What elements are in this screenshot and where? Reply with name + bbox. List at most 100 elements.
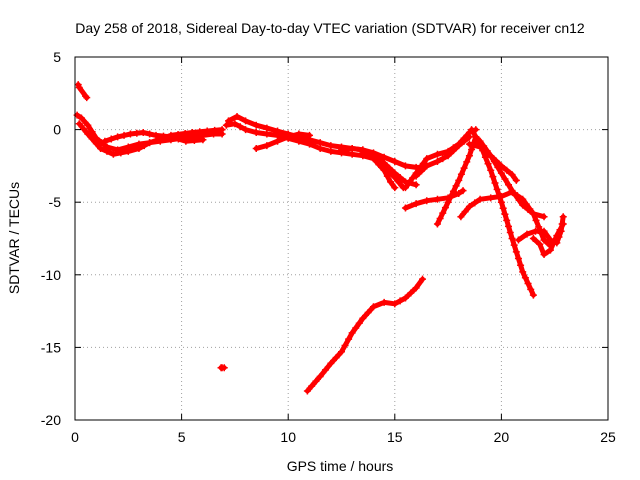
data-point: [439, 209, 447, 217]
data-point: [181, 129, 189, 137]
data-point: [364, 309, 372, 317]
data-point: [114, 133, 122, 141]
data-point: [546, 246, 554, 254]
data-point: [529, 210, 537, 218]
data-point: [345, 335, 353, 343]
series-band: [403, 127, 479, 191]
data-point: [455, 176, 463, 184]
data-point: [524, 280, 532, 288]
data-point: [308, 382, 316, 390]
data-point: [529, 235, 537, 242]
y-tick-label: -5: [49, 194, 62, 210]
data-point: [385, 164, 393, 172]
data-point: [167, 133, 175, 141]
data-point: [327, 147, 335, 155]
data-point: [476, 195, 484, 203]
data-point: [513, 192, 521, 200]
data-point: [465, 203, 473, 211]
data-point: [412, 200, 420, 208]
data-point: [327, 359, 335, 367]
data-point: [348, 329, 356, 337]
data-point: [517, 261, 525, 269]
series-arc-mid-c: [252, 130, 314, 152]
data-point: [423, 162, 431, 170]
data-point: [222, 121, 230, 129]
series-arc-up-c: [412, 133, 473, 180]
series-isolated: [217, 364, 228, 372]
data-point: [460, 137, 468, 145]
data-point: [461, 208, 469, 216]
data-point: [103, 147, 111, 155]
data-point: [472, 133, 480, 141]
data-point: [383, 172, 391, 180]
data-point: [252, 129, 260, 137]
data-point: [101, 137, 109, 145]
series-arc-low: [303, 275, 427, 395]
data-point: [380, 159, 388, 167]
series-arc-late-c: [529, 220, 567, 258]
y-tick-label: -20: [41, 412, 61, 428]
data-point: [391, 300, 399, 308]
data-point: [465, 133, 473, 141]
data-point: [433, 158, 441, 166]
data-point: [242, 117, 250, 125]
data-point: [405, 179, 413, 187]
data-point: [401, 184, 409, 192]
data-point: [532, 216, 540, 224]
data-point: [124, 147, 132, 155]
data-point: [505, 222, 513, 230]
grid-layer: [75, 57, 608, 420]
data-point: [527, 285, 535, 293]
data-point: [444, 198, 452, 206]
data-point: [263, 130, 271, 138]
data-point: [263, 142, 271, 150]
data-point: [387, 178, 395, 186]
data-point: [529, 291, 537, 299]
data-point: [508, 171, 516, 179]
data-point: [338, 146, 345, 154]
x-tick-label: 25: [600, 429, 616, 445]
data-point: [107, 135, 115, 143]
data-point: [369, 155, 377, 163]
data-point: [146, 139, 154, 147]
data-point: [92, 140, 100, 148]
data-point: [457, 170, 465, 178]
data-point: [550, 239, 558, 247]
data-point: [439, 155, 447, 163]
x-tick-label: 10: [280, 429, 296, 445]
data-point: [459, 187, 467, 195]
data-point: [484, 160, 492, 168]
data-point: [523, 230, 531, 238]
data-point: [487, 166, 495, 174]
data-point: [77, 114, 85, 122]
data-point: [396, 174, 404, 182]
data-point: [306, 131, 314, 139]
data-point: [236, 123, 244, 131]
data-point: [140, 142, 148, 150]
data-point: [407, 289, 415, 297]
series-band: [76, 121, 225, 157]
data-point: [497, 162, 505, 170]
data-point: [217, 364, 225, 372]
data-point: [505, 181, 513, 189]
data-point: [487, 152, 495, 160]
x-tick-label: 5: [178, 429, 186, 445]
axis-layer: 0 5 10 15 20 25 -20 -15 -10 -5 0 5: [41, 49, 616, 445]
x-tick-label: 20: [494, 429, 510, 445]
data-point: [97, 144, 105, 152]
data-point: [316, 144, 324, 152]
data-point: [419, 275, 427, 283]
data-point: [312, 377, 320, 385]
data-point: [295, 137, 303, 145]
data-point: [188, 129, 196, 137]
data-point: [526, 205, 534, 213]
data-point: [493, 185, 501, 193]
data-point: [556, 226, 564, 234]
data-point: [449, 187, 457, 195]
data-point: [423, 155, 431, 163]
data-point: [452, 182, 460, 190]
data-point: [503, 166, 511, 174]
data-point: [242, 126, 250, 134]
data-point: [135, 144, 143, 152]
data-point: [532, 227, 540, 235]
